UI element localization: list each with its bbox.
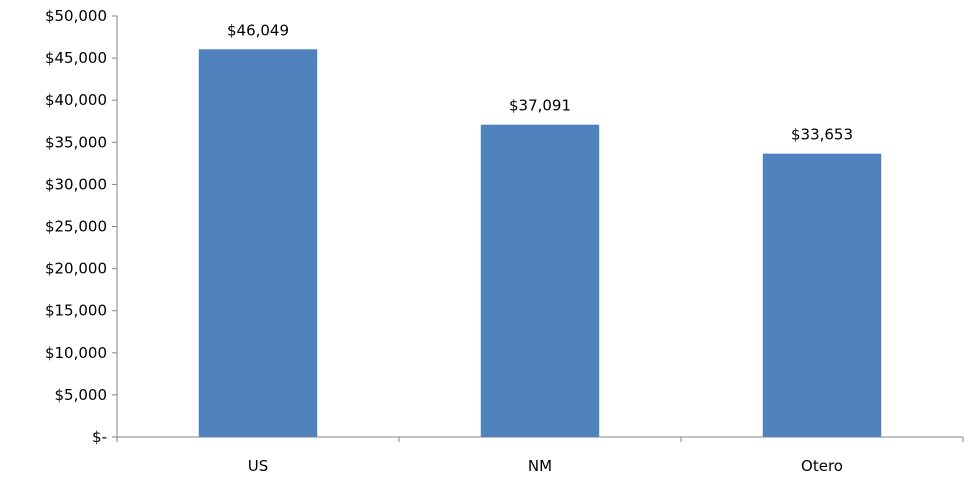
y-tick-label: $-	[92, 428, 107, 446]
data-label: $33,653	[791, 126, 853, 144]
y-axis	[112, 15, 118, 438]
x-tick-label: Otero	[801, 457, 843, 475]
bar-otero	[762, 153, 882, 438]
y-tick-label: $40,000	[45, 91, 107, 109]
x-tick-label: US	[248, 457, 269, 475]
y-tick-label: $30,000	[45, 175, 107, 193]
y-axis-tick-labels: $- $5,000 $10,000 $15,000 $20,000 $25,000 $30,…	[45, 7, 107, 446]
y-tick-label: $10,000	[45, 344, 107, 362]
y-tick-label: $5,000	[55, 386, 108, 404]
y-tick-label: $50,000	[45, 7, 107, 25]
y-tick-label: $45,000	[45, 49, 107, 67]
x-tick-label: NM	[528, 457, 552, 475]
y-tick-label: $20,000	[45, 260, 107, 278]
data-labels: $46,049 $37,091 $33,653	[227, 21, 853, 143]
data-label: $46,049	[227, 21, 289, 39]
y-tick-label: $35,000	[45, 133, 107, 151]
data-label: $37,091	[509, 97, 571, 115]
bar-nm	[480, 124, 600, 437]
x-axis-tick-labels: US NM Otero	[248, 457, 843, 475]
y-tick-label: $25,000	[45, 218, 107, 236]
bar-series	[198, 49, 882, 438]
x-axis	[116, 436, 964, 442]
bar-us	[198, 49, 318, 437]
y-tick-label: $15,000	[45, 302, 107, 320]
